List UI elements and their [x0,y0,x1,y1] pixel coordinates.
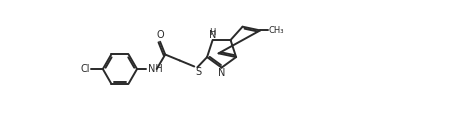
Text: Cl: Cl [80,64,90,74]
Text: N: N [209,30,216,39]
Text: O: O [156,30,164,40]
Text: NH: NH [148,64,162,74]
Text: CH₃: CH₃ [269,26,284,35]
Text: H: H [209,28,216,37]
Text: N: N [218,68,225,79]
Text: S: S [195,67,201,77]
